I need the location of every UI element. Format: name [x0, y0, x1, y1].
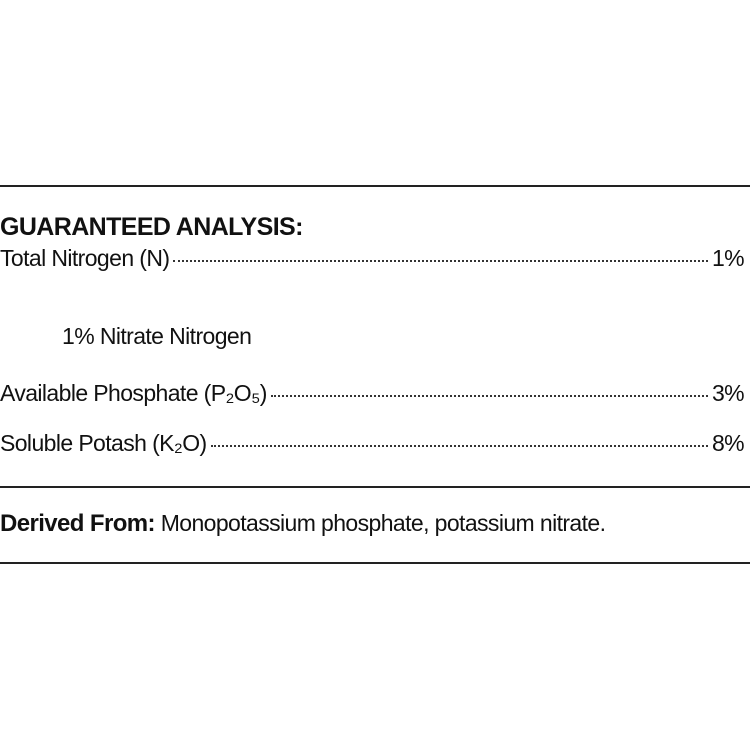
- dot-leader: [270, 395, 708, 397]
- bottom-rule: [0, 562, 750, 564]
- analysis-row: Available Phosphate (P₂O₅) 3%: [0, 380, 745, 407]
- row-label: Total Nitrogen (N): [0, 245, 170, 271]
- sub-item: 1% Nitrate Nitrogen: [62, 323, 252, 349]
- dot-leader: [210, 445, 708, 447]
- row-value: 1%: [711, 245, 745, 271]
- derived-label: Derived From:: [0, 510, 156, 537]
- dot-leader: [173, 260, 708, 262]
- heading: GUARANTEED ANALYSIS:: [0, 213, 303, 241]
- derived-from: Derived From: Monopotassium phosphate, p…: [0, 510, 606, 538]
- row-label: Soluble Potash (K₂O): [0, 430, 207, 456]
- analysis-row: Total Nitrogen (N) 1%: [0, 245, 745, 272]
- row-value: 8%: [711, 430, 745, 456]
- derived-text: Monopotassium phosphate, potassium nitra…: [160, 510, 606, 536]
- top-rule: [0, 185, 750, 187]
- analysis-row: Soluble Potash (K₂O) 8%: [0, 430, 745, 457]
- middle-rule: [0, 486, 750, 488]
- row-label: Available Phosphate (P₂O₅): [0, 380, 267, 406]
- row-value: 3%: [711, 380, 745, 406]
